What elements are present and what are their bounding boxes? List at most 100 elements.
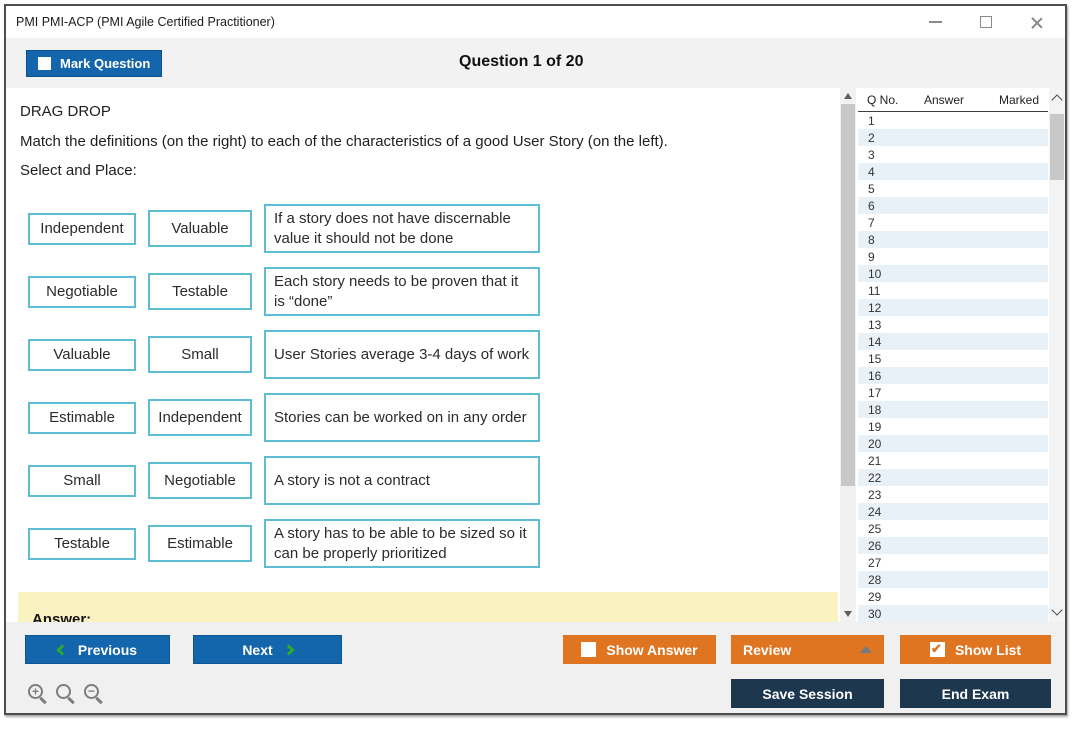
end-exam-button[interactable]: End Exam <box>900 679 1051 708</box>
question-list-row[interactable]: 27 <box>858 554 1048 571</box>
mark-question-button[interactable]: Mark Question <box>26 50 163 77</box>
save-session-button[interactable]: Save Session <box>731 679 884 708</box>
question-number: 10 <box>868 266 882 281</box>
question-number: 5 <box>868 181 875 196</box>
question-type-label: DRAG DROP <box>20 103 111 120</box>
question-number: 14 <box>868 334 882 349</box>
question-number: 21 <box>868 453 882 468</box>
previous-label: Previous <box>77 641 138 658</box>
characteristic-chip[interactable]: Valuable <box>28 338 136 371</box>
zoom-out-icon[interactable] <box>84 684 99 699</box>
question-list-row[interactable]: 20 <box>858 435 1048 452</box>
zoom-in-icon[interactable] <box>28 684 43 699</box>
question-number: 28 <box>868 572 882 587</box>
dragdrop-rows: Independent Valuable If a story does not h… <box>20 204 840 568</box>
question-list-row[interactable]: 25 <box>858 520 1048 537</box>
question-list-row[interactable]: 14 <box>858 333 1048 350</box>
scroll-up-icon[interactable] <box>1051 94 1063 106</box>
question-list-row[interactable]: 11 <box>858 282 1048 299</box>
placed-answer-chip[interactable]: Testable <box>148 273 252 310</box>
sidebar-scrollbar[interactable] <box>1049 88 1065 622</box>
zoom-reset-icon[interactable] <box>56 684 71 699</box>
question-list-row[interactable]: 23 <box>858 486 1048 503</box>
main-scrollbar[interactable] <box>840 88 856 622</box>
question-list-row[interactable]: 24 <box>858 503 1048 520</box>
mark-question-label: Mark Question <box>60 56 151 71</box>
question-list-row[interactable]: 22 <box>858 469 1048 486</box>
placed-answer-chip[interactable]: Small <box>148 336 252 373</box>
scroll-down-icon[interactable] <box>844 611 852 617</box>
close-icon[interactable] <box>1030 16 1043 29</box>
window-controls <box>929 6 1043 38</box>
question-list-row[interactable]: 4 <box>858 163 1048 180</box>
question-number: 20 <box>868 436 882 451</box>
question-number: 18 <box>868 402 882 417</box>
characteristic-chip[interactable]: Independent <box>28 212 136 245</box>
question-list-row[interactable]: 30 <box>858 605 1048 622</box>
question-list-row[interactable]: 29 <box>858 588 1048 605</box>
characteristic-chip[interactable]: Testable <box>28 527 136 560</box>
question-number: 7 <box>868 215 875 230</box>
maximize-icon[interactable] <box>980 16 992 28</box>
question-list-row[interactable]: 19 <box>858 418 1048 435</box>
question-number: 8 <box>868 232 875 247</box>
app-window: PMI PMI-ACP (PMI Agile Certified Practit… <box>4 4 1067 715</box>
placed-answer-chip[interactable]: Estimable <box>148 525 252 562</box>
previous-button[interactable]: Previous <box>25 635 170 664</box>
placed-answer-chip[interactable]: Negotiable <box>148 462 252 499</box>
question-number: 27 <box>868 555 882 570</box>
main-scrollbar-thumb[interactable] <box>841 104 855 486</box>
question-list-row[interactable]: 5 <box>858 180 1048 197</box>
scroll-down-icon[interactable] <box>1051 604 1063 616</box>
select-and-place-label: Select and Place: <box>20 162 137 179</box>
title-bar: PMI PMI-ACP (PMI Agile Certified Practit… <box>6 6 1065 38</box>
question-list-row[interactable]: 15 <box>858 350 1048 367</box>
characteristic-chip[interactable]: Estimable <box>28 401 136 434</box>
question-list-row[interactable]: 3 <box>858 146 1048 163</box>
question-list-row[interactable]: 16 <box>858 367 1048 384</box>
question-list-row[interactable]: 10 <box>858 265 1048 282</box>
dragdrop-row: Negotiable Testable Each story needs to be… <box>28 267 840 316</box>
question-list: 1 2 3 4 5 6 7 8 9 10 11 12 13 14 15 16 17 18 19 20 21 22 23 24 2… <box>858 112 1048 622</box>
minimize-icon[interactable] <box>929 21 942 23</box>
placed-answer-chip[interactable]: Valuable <box>148 210 252 247</box>
question-list-row[interactable]: 18 <box>858 401 1048 418</box>
question-list-row[interactable]: 21 <box>858 452 1048 469</box>
question-list-row[interactable]: 7 <box>858 214 1048 231</box>
show-list-button[interactable]: Show List <box>900 635 1051 664</box>
placed-answer-chip[interactable]: Independent <box>148 399 252 436</box>
next-button[interactable]: Next <box>193 635 342 664</box>
save-session-label: Save Session <box>762 685 853 702</box>
next-label: Next <box>242 641 273 658</box>
triangle-up-icon <box>860 646 872 653</box>
question-number: 11 <box>868 283 881 298</box>
sidebar-scrollbar-thumb[interactable] <box>1050 114 1064 180</box>
question-number: 30 <box>868 606 882 621</box>
question-list-row[interactable]: 26 <box>858 537 1048 554</box>
dragdrop-row: Estimable Independent Stories can be worke… <box>28 393 840 442</box>
question-list-row[interactable]: 6 <box>858 197 1048 214</box>
question-list-row[interactable]: 12 <box>858 299 1048 316</box>
question-list-row[interactable]: 17 <box>858 384 1048 401</box>
show-answer-label: Show Answer <box>606 641 698 658</box>
question-list-row[interactable]: 8 <box>858 231 1048 248</box>
characteristic-chip[interactable]: Small <box>28 464 136 497</box>
zoom-controls <box>28 684 99 699</box>
question-counter: Question 1 of 20 <box>459 53 584 70</box>
question-list-header: Q No. Answer Marked <box>858 88 1048 112</box>
review-button[interactable]: Review <box>731 635 884 664</box>
scroll-up-icon[interactable] <box>844 93 852 99</box>
question-list-row[interactable]: 9 <box>858 248 1048 265</box>
characteristic-chip[interactable]: Negotiable <box>28 275 136 308</box>
end-exam-label: End Exam <box>941 685 1010 702</box>
footer-bar: Previous Next Show Answer Review Show Li… <box>6 622 1065 713</box>
show-answer-button[interactable]: Show Answer <box>563 635 716 664</box>
show-list-checkbox-icon <box>929 641 945 657</box>
question-number: 17 <box>868 385 882 400</box>
question-list-row[interactable]: 13 <box>858 316 1048 333</box>
definition-box: Each story needs to be proven that it is… <box>264 267 540 316</box>
question-list-row[interactable]: 2 <box>858 129 1048 146</box>
question-list-row[interactable]: 1 <box>858 112 1048 129</box>
question-list-row[interactable]: 28 <box>858 571 1048 588</box>
question-number: 6 <box>868 198 875 213</box>
